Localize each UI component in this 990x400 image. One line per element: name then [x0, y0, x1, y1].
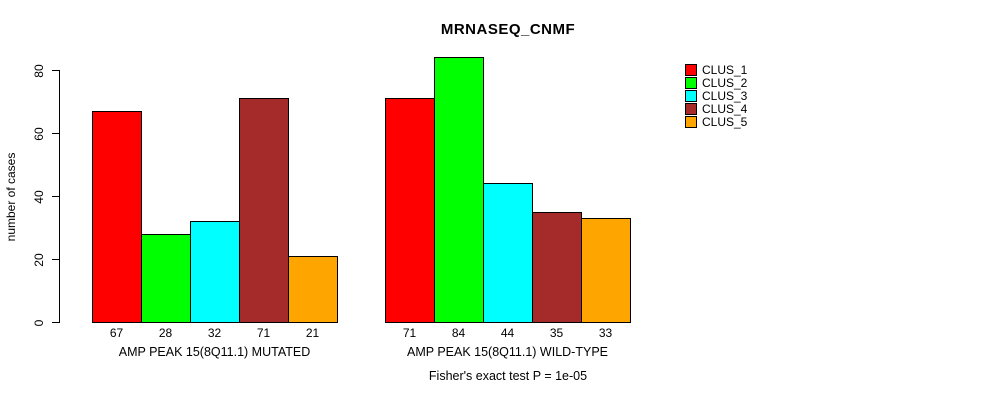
- bar-value-label: 28: [158, 326, 173, 340]
- bar-value-label: 35: [549, 326, 564, 340]
- y-axis: [59, 70, 60, 323]
- bar-value-label: 32: [207, 326, 222, 340]
- y-tick-label: 20: [32, 253, 46, 267]
- bar-clus_3-group2: [483, 183, 533, 323]
- y-tick: [52, 322, 59, 323]
- y-tick-label: 40: [32, 190, 46, 204]
- bar-value-label: 21: [305, 326, 320, 340]
- legend-label: CLUS_1: [702, 63, 748, 77]
- bar-value-label: 71: [402, 326, 417, 340]
- chart-title: MRNASEQ_CNMF: [440, 21, 576, 38]
- y-tick-label: 80: [32, 64, 46, 78]
- legend-swatch-icon: [685, 116, 697, 128]
- legend-swatch-icon: [685, 90, 697, 102]
- bar-clus_3-group1: [190, 221, 240, 323]
- y-tick-label: 60: [32, 127, 46, 141]
- bar-clus_2-group2: [434, 57, 484, 323]
- annotation-text: Fisher's exact test P = 1e-05: [428, 369, 588, 383]
- y-axis-label: number of cases: [4, 152, 18, 242]
- bar-clus_2-group1: [141, 234, 191, 323]
- y-tick-label: 0: [32, 319, 46, 327]
- bar-clus_1-group1: [92, 111, 142, 323]
- y-tick: [52, 70, 59, 71]
- bar-clus_4-group1: [239, 98, 289, 323]
- legend-label: CLUS_4: [702, 102, 748, 116]
- group-label: AMP PEAK 15(8Q11.1) MUTATED: [118, 345, 311, 359]
- bar-value-label: 84: [451, 326, 466, 340]
- legend-label: CLUS_3: [702, 89, 748, 103]
- bar-value-label: 71: [256, 326, 271, 340]
- y-tick: [52, 259, 59, 260]
- y-tick: [52, 133, 59, 134]
- bar-clus_1-group2: [385, 98, 435, 323]
- bar-clus_5-group1: [288, 256, 338, 323]
- bar-value-label: 33: [598, 326, 613, 340]
- legend-swatch-icon: [685, 77, 697, 89]
- bar-value-label: 67: [109, 326, 124, 340]
- bar-clus_4-group2: [532, 212, 582, 323]
- bar-clus_5-group2: [581, 218, 631, 323]
- legend-label: CLUS_5: [702, 115, 748, 129]
- legend-swatch-icon: [685, 103, 697, 115]
- legend-label: CLUS_2: [702, 76, 748, 90]
- bar-value-label: 44: [500, 326, 515, 340]
- group-label: AMP PEAK 15(8Q11.1) WILD-TYPE: [407, 345, 608, 359]
- legend-swatch-icon: [685, 64, 697, 76]
- y-tick: [52, 196, 59, 197]
